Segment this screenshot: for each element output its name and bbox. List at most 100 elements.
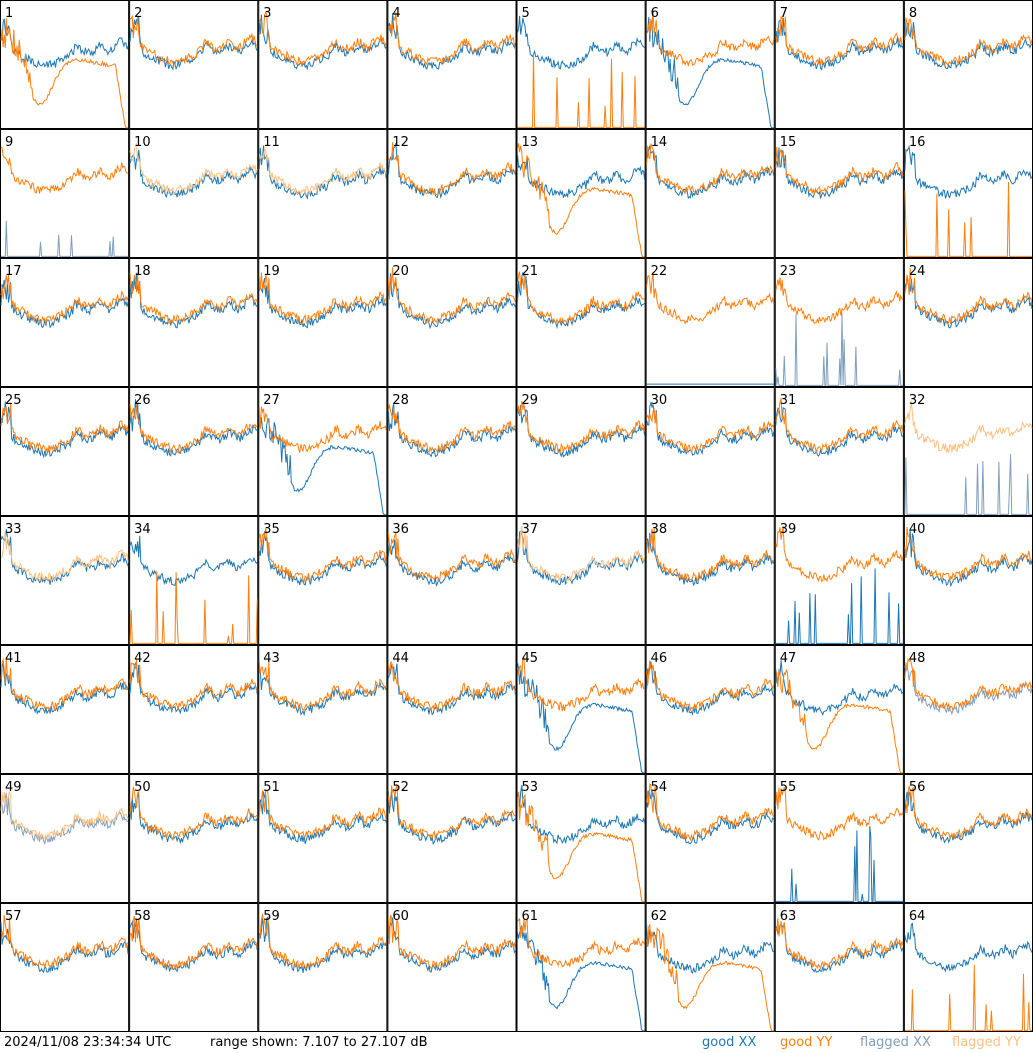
tile-51: 51 [258,774,388,903]
yy-series [517,271,645,325]
tile-label: 39 [780,522,797,537]
xx-series [0,18,129,69]
tile-label: 34 [134,522,151,537]
tile-label: 10 [134,135,151,150]
tile-frame [387,774,517,903]
tile-label: 49 [5,780,22,795]
tile-label: 35 [263,522,280,537]
tile-34: 34 [129,516,259,645]
xx-series [129,792,258,845]
yy-series [904,964,1032,1031]
tile-frame [645,516,775,645]
tile-label: 11 [263,135,280,150]
yy-series [129,142,258,196]
xx-series [904,144,1033,199]
xx-series [775,312,903,386]
tile-frame [387,129,517,258]
tile-2: 2 [129,0,259,129]
tile-label: 20 [392,264,409,279]
xx-series [258,533,387,586]
tile-label: 43 [263,651,280,666]
tile-label: 21 [522,264,539,279]
xx-series [0,663,129,715]
xx-series [646,532,775,587]
yy-series [129,14,258,66]
tile-29: 29 [516,387,646,516]
xx-series [517,271,645,330]
tile-16: 16 [903,129,1033,258]
tile-frame [129,387,259,516]
yy-series [0,274,129,325]
tile-42: 42 [129,645,259,774]
tile-64: 64 [903,903,1033,1032]
tile-11: 11 [258,129,388,258]
tile-15: 15 [774,129,904,258]
tile-label: 14 [651,135,668,150]
yy-series [904,656,1033,712]
yy-series [517,54,645,128]
xx-series [517,15,645,70]
tile-22: 22 [645,258,775,387]
tile-33: 33 [0,516,130,645]
tile-13: 13 [516,129,646,258]
tile-21: 21 [516,258,646,387]
yy-series [904,181,1032,257]
yy-series [387,267,516,325]
tile-frame [258,129,388,258]
xx-series [517,925,645,1032]
tile-frame [516,129,646,258]
tile-5: 5 [516,0,646,129]
xx-series [904,275,1033,329]
tile-label: 62 [651,909,668,924]
tile-frame [774,516,904,645]
tile-54: 54 [645,774,775,903]
tile-label: 13 [522,135,539,150]
tile-55: 55 [774,774,904,903]
tile-8: 8 [903,0,1033,129]
yy-series [646,271,775,325]
tile-label: 47 [780,651,797,666]
tile-frame [0,258,130,387]
tile-label: 25 [5,393,22,408]
tile-frame [0,0,130,129]
tile-label: 44 [392,651,409,666]
xx-series [646,924,775,974]
tile-10: 10 [129,129,259,258]
yy-series [387,914,516,971]
xx-series [387,539,516,587]
tile-label: 45 [522,651,539,666]
tile-43: 43 [258,645,388,774]
tile-39: 39 [774,516,904,645]
yy-series [0,532,129,583]
tile-frame [774,258,904,387]
tile-56: 56 [903,774,1033,903]
tile-frame [129,258,259,387]
legend-flagged-xx: flagged XX [860,1035,931,1050]
xx-series [904,922,1033,973]
tile-58: 58 [129,903,259,1032]
yy-series [646,660,775,712]
yy-series [775,15,904,66]
yy-series [646,783,775,842]
tile-32: 32 [903,387,1033,516]
tile-label: 33 [5,522,22,537]
tile-26: 26 [129,387,259,516]
xx-series [775,568,903,644]
tile-24: 24 [903,258,1033,387]
yy-series [904,785,1033,839]
xx-series [258,145,387,200]
tile-frame [645,0,775,129]
yy-series [387,784,516,840]
xx-series [904,790,1033,844]
xx-series [0,279,129,329]
tile-label: 63 [780,909,797,924]
yy-series [129,404,258,455]
tile-frame [645,387,775,516]
yy-series [0,403,129,454]
xx-series [129,662,258,715]
tile-frame [516,645,646,774]
yy-series [129,786,258,842]
xx-series [775,660,904,716]
xx-series [775,407,904,457]
tile-frame [387,0,517,129]
